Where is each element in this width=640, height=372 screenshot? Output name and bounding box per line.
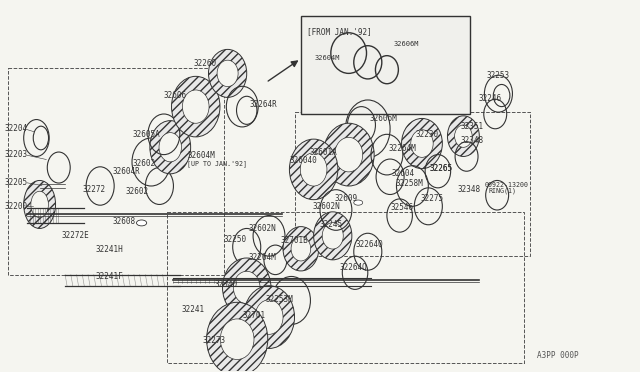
Ellipse shape (207, 302, 268, 372)
Text: 32273: 32273 (202, 336, 225, 345)
Text: [FROM JAN.'92]: [FROM JAN.'92] (307, 27, 372, 36)
FancyBboxPatch shape (301, 16, 470, 114)
Text: 32701: 32701 (243, 311, 266, 320)
Text: 32272: 32272 (83, 185, 106, 194)
Ellipse shape (283, 227, 319, 271)
Circle shape (136, 220, 147, 226)
Text: 32602N: 32602N (248, 224, 276, 233)
Text: 32264Q: 32264Q (339, 263, 367, 272)
Text: 32609: 32609 (334, 195, 357, 203)
Text: 32701B: 32701B (280, 236, 308, 245)
Text: 32205: 32205 (4, 178, 28, 187)
Text: 32260: 32260 (194, 59, 217, 68)
Text: 32253M: 32253M (266, 295, 294, 304)
Ellipse shape (217, 60, 238, 87)
Ellipse shape (323, 123, 374, 186)
Text: 32604R: 32604R (113, 167, 141, 176)
Text: 32253: 32253 (487, 71, 510, 80)
Text: 32200: 32200 (4, 202, 28, 211)
Text: 32604M: 32604M (315, 55, 340, 61)
Ellipse shape (291, 237, 310, 261)
Ellipse shape (234, 271, 260, 304)
Text: 32264Q: 32264Q (355, 240, 383, 249)
Text: 32264M: 32264M (389, 144, 417, 153)
Text: 32265: 32265 (429, 164, 452, 173)
Text: 32602N: 32602N (312, 202, 340, 211)
Text: 32241H: 32241H (96, 245, 124, 254)
Text: 32340: 32340 (215, 280, 238, 289)
Text: 32605A: 32605A (132, 130, 160, 139)
Ellipse shape (223, 258, 271, 317)
Text: 32264R: 32264R (250, 100, 278, 109)
Text: 32602: 32602 (132, 159, 155, 169)
Text: 326040: 326040 (289, 156, 317, 166)
Text: 32241: 32241 (182, 305, 205, 314)
Text: 32606M: 32606M (370, 113, 397, 122)
Text: 32245: 32245 (320, 220, 343, 229)
Text: 32203: 32203 (4, 150, 28, 159)
Text: RING(1): RING(1) (489, 187, 517, 194)
Text: 32258M: 32258M (395, 179, 423, 187)
Text: A3PP 000P: A3PP 000P (537, 350, 579, 359)
Ellipse shape (411, 130, 433, 157)
Ellipse shape (255, 300, 283, 334)
Text: 32230: 32230 (415, 130, 438, 139)
Text: 32602: 32602 (125, 187, 148, 196)
Text: 32606: 32606 (164, 91, 187, 100)
Ellipse shape (401, 118, 442, 169)
Ellipse shape (289, 139, 338, 200)
Circle shape (354, 200, 363, 205)
Ellipse shape (447, 116, 479, 157)
Ellipse shape (150, 121, 191, 174)
Ellipse shape (220, 319, 254, 359)
Ellipse shape (335, 137, 363, 172)
Text: 32264M: 32264M (248, 253, 276, 263)
Text: 32608: 32608 (113, 217, 136, 225)
Ellipse shape (172, 76, 220, 137)
Text: 32250: 32250 (223, 235, 246, 244)
Ellipse shape (244, 286, 294, 349)
Text: 32606M: 32606M (394, 41, 419, 47)
Text: 32348: 32348 (457, 185, 480, 194)
Ellipse shape (31, 191, 49, 218)
Text: 32351: 32351 (460, 122, 483, 131)
Text: [UP TO JAN.'92]: [UP TO JAN.'92] (188, 160, 248, 167)
Text: 32604M: 32604M (188, 151, 215, 160)
Text: 32604: 32604 (392, 169, 415, 177)
Ellipse shape (454, 125, 472, 147)
Ellipse shape (182, 90, 209, 123)
Ellipse shape (24, 180, 56, 228)
Text: 32246: 32246 (478, 94, 501, 103)
Text: 32275: 32275 (420, 195, 444, 203)
Text: 32348: 32348 (460, 137, 483, 145)
Text: 00922-13200: 00922-13200 (484, 182, 529, 188)
Ellipse shape (159, 132, 182, 162)
Ellipse shape (300, 153, 327, 186)
Text: 32204: 32204 (4, 124, 28, 133)
Text: 32601A: 32601A (310, 148, 337, 157)
Ellipse shape (314, 212, 352, 260)
Text: 32272E: 32272E (62, 231, 90, 240)
Ellipse shape (209, 49, 246, 97)
Text: 32241F: 32241F (96, 272, 124, 281)
Ellipse shape (322, 223, 343, 249)
Text: 32265: 32265 (429, 164, 452, 173)
Text: 32546: 32546 (390, 203, 413, 212)
